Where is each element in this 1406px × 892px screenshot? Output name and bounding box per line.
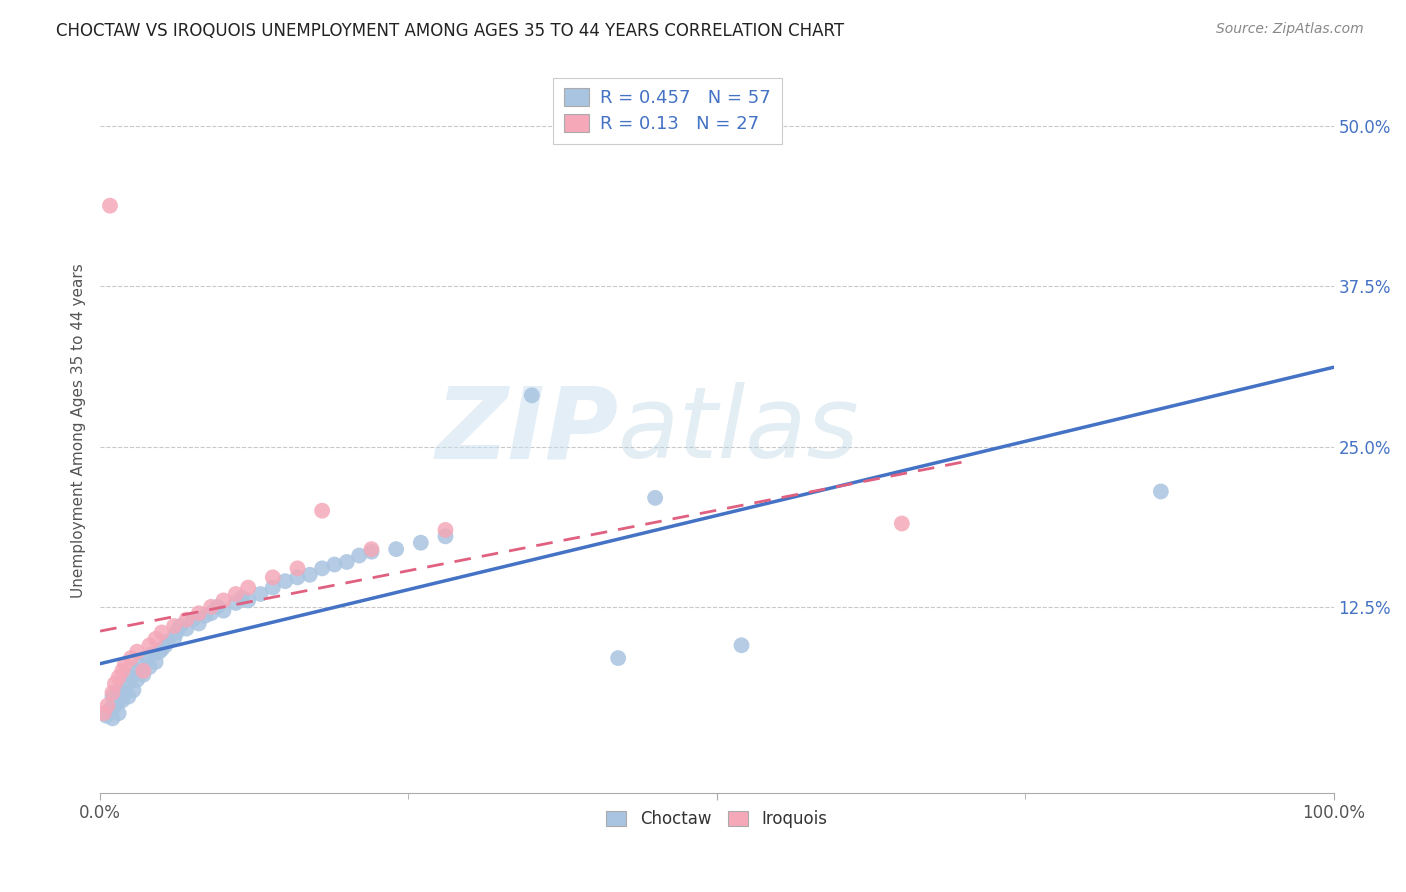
Point [200,599,222,614]
Point [148,645,170,659]
Point [347,549,370,563]
Point [187,606,209,620]
Point [298,567,321,582]
Point [225,596,247,610]
Point [200,606,222,620]
Point [132,664,155,678]
Point [155,638,177,652]
Point [311,561,333,575]
Point [181,613,204,627]
Point [212,604,235,618]
Point [336,555,359,569]
Point [287,561,309,575]
Point [360,542,382,557]
Point [98,702,121,716]
Point [311,504,333,518]
Point [236,593,259,607]
Point [111,693,134,707]
Point [163,619,186,633]
Point [104,676,127,690]
Point [166,625,188,640]
Point [434,529,457,543]
Point [169,619,191,633]
Point [176,622,198,636]
Point [207,599,229,614]
Text: atlas: atlas [619,382,860,479]
Point [138,660,160,674]
Point [287,570,309,584]
Point [225,587,247,601]
Point [114,686,136,700]
Point [323,558,346,572]
Point [385,542,408,557]
Point [98,199,121,213]
Text: ZIP: ZIP [434,382,619,479]
Text: Source: ZipAtlas.com: Source: ZipAtlas.com [1216,22,1364,37]
Text: CHOCTAW VS IROQUOIS UNEMPLOYMENT AMONG AGES 35 TO 44 YEARS CORRELATION CHART: CHOCTAW VS IROQUOIS UNEMPLOYMENT AMONG A… [56,22,845,40]
Point [101,711,124,725]
Point [890,516,912,531]
Point [249,587,271,601]
Point [93,706,115,721]
Point [236,581,259,595]
Point [127,673,149,687]
Point [145,655,167,669]
Point [136,651,159,665]
Legend: Choctaw, Iroquois: Choctaw, Iroquois [600,804,834,835]
Point [111,664,134,678]
Point [105,696,128,710]
Point [120,670,142,684]
Point [145,632,167,646]
Point [607,651,630,665]
Point [150,625,173,640]
Point [194,608,217,623]
Point [262,570,284,584]
Point [150,642,173,657]
Point [231,591,253,605]
Point [96,698,118,713]
Point [730,638,752,652]
Point [117,690,139,704]
Point [409,535,432,549]
Point [128,657,150,672]
Point [120,651,142,665]
Point [122,683,145,698]
Point [117,676,139,690]
Point [114,657,136,672]
Y-axis label: Unemployment Among Ages 35 to 44 years: Unemployment Among Ages 35 to 44 years [72,263,86,598]
Point [107,670,129,684]
Point [107,706,129,721]
Point [434,523,457,537]
Point [132,667,155,681]
Point [520,388,543,402]
Point [127,645,149,659]
Point [127,664,149,678]
Point [101,686,124,700]
Point [176,613,198,627]
Point [163,632,186,646]
Point [1150,484,1173,499]
Point [156,634,179,648]
Point [141,647,163,661]
Point [187,616,209,631]
Point [138,638,160,652]
Point [262,581,284,595]
Point [101,690,124,704]
Point [212,593,235,607]
Point [108,683,131,698]
Point [644,491,666,505]
Point [274,574,297,589]
Point [96,708,118,723]
Point [360,545,382,559]
Point [104,698,127,713]
